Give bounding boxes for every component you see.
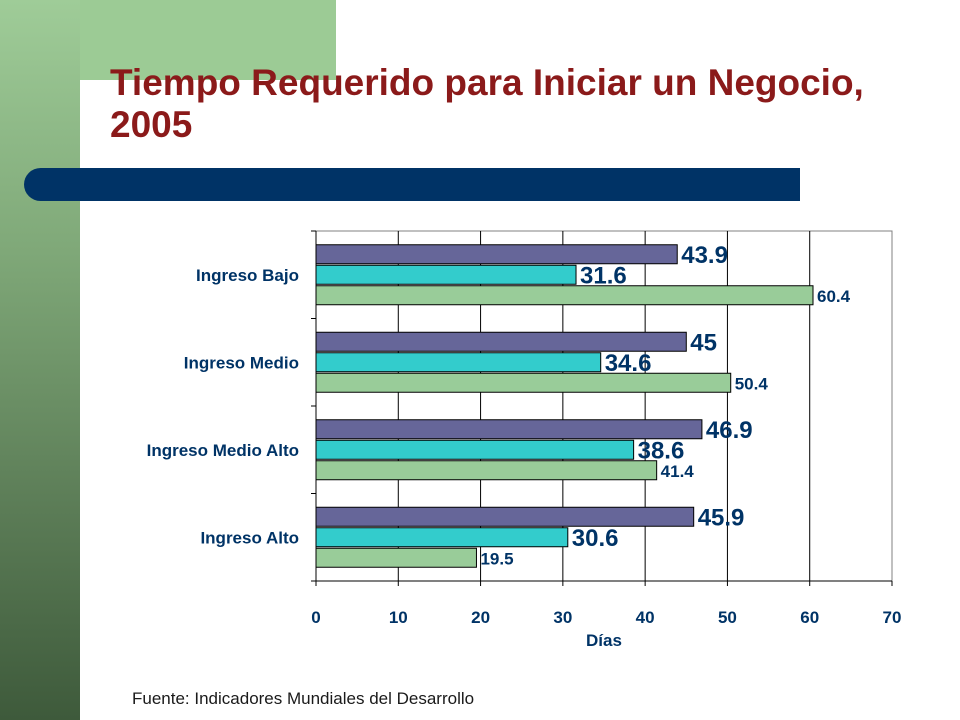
data-label: 43.9 — [681, 242, 728, 269]
category-labels: Ingreso Bajo Ingreso Medio Ingreso Medio A… — [147, 266, 299, 548]
x-tick-label: 40 — [636, 608, 655, 627]
data-labels: 43.9 31.6 60.4 45 34.6 50.4 46.9 38.641.4 45.9 30… — [480, 242, 850, 569]
data-label: 38.6 — [638, 437, 685, 464]
data-label: 50.4 — [735, 374, 769, 393]
x-axis-title: Días — [586, 631, 622, 650]
bar — [315, 419, 703, 440]
bars — [315, 244, 814, 568]
x-tick-label: 60 — [800, 608, 819, 627]
x-tick-label: 50 — [718, 608, 737, 627]
bar — [315, 264, 577, 285]
data-label: 41.4 — [661, 462, 695, 481]
category-label: Ingreso Medio — [184, 353, 299, 372]
bar — [315, 285, 814, 306]
source-note: Fuente: Indicadores Mundiales del Desarr… — [132, 689, 475, 708]
side-decoration-bar — [0, 0, 80, 720]
data-label: 30.6 — [572, 525, 619, 552]
bar — [315, 547, 477, 568]
slide-title: Tiempo Requerido para Iniciar un Negocio… — [110, 62, 864, 145]
bar — [315, 352, 602, 373]
x-tick-label: 20 — [471, 608, 490, 627]
title-divider-bar — [24, 168, 800, 201]
x-tick-label: 70 — [883, 608, 902, 627]
data-label: 45.9 — [698, 504, 745, 531]
data-label: 34.6 — [605, 350, 652, 377]
top-decoration-block — [80, 0, 336, 80]
bar — [315, 372, 732, 393]
data-label: 60.4 — [817, 287, 851, 306]
bar — [315, 527, 569, 548]
category-label: Ingreso Medio Alto — [147, 441, 299, 460]
bar — [315, 244, 678, 265]
x-tick-label: 0 — [311, 608, 320, 627]
bar — [315, 331, 687, 352]
category-label: Ingreso Bajo — [196, 266, 299, 285]
data-label: 46.9 — [706, 417, 753, 444]
bar — [315, 506, 695, 527]
bar — [315, 439, 635, 460]
category-label: Ingreso Alto — [200, 528, 299, 547]
bar — [315, 460, 658, 481]
x-axis-ticks: 0 10 20 30 40 50 60 70 — [311, 230, 902, 627]
data-label: 45 — [690, 329, 717, 356]
x-tick-label: 10 — [389, 608, 408, 627]
data-label: 19.5 — [480, 549, 513, 568]
data-label: 31.6 — [580, 262, 627, 289]
x-tick-label: 30 — [553, 608, 572, 627]
